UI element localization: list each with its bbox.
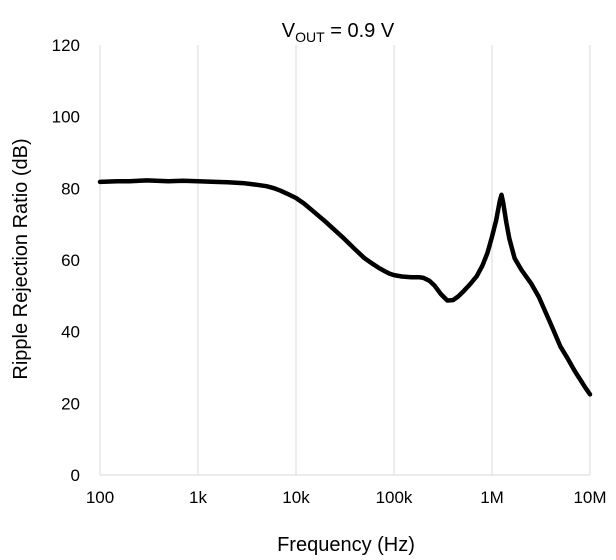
chart-title-rest: = 0.9 V — [325, 20, 395, 42]
x-tick-label: 1M — [480, 488, 504, 507]
plot-frame — [99, 45, 590, 476]
x-tick-label: 10k — [282, 488, 310, 507]
y-tick-label: 40 — [61, 323, 80, 342]
chart-title-subscript: OUT — [295, 29, 325, 45]
y-tick-label: 0 — [71, 466, 80, 485]
x-axis-title: Frequency (Hz) — [277, 534, 415, 556]
y-tick-label: 120 — [52, 36, 80, 55]
y-tick-label: 80 — [61, 179, 80, 198]
series-line — [97, 178, 593, 397]
series-group — [97, 178, 593, 397]
y-tick-label: 60 — [61, 251, 80, 270]
x-tick-label: 100 — [86, 488, 114, 507]
x-axis-tick-labels: 100 1k 10k 100k 1M 10M — [86, 488, 607, 507]
y-tick-label: 20 — [61, 394, 80, 413]
y-axis-tick-labels: 0 20 40 60 80 100 120 — [52, 36, 80, 485]
x-tick-label: 1k — [189, 488, 207, 507]
y-axis-title: Ripple Rejection Ratio (dB) — [10, 138, 32, 379]
y-tick-label: 100 — [52, 108, 80, 127]
chart-title-main: V — [282, 20, 296, 42]
chart-title: VOUT = 0.9 V — [282, 20, 395, 45]
grid-lines — [197, 45, 591, 475]
x-tick-label: 100k — [376, 488, 413, 507]
x-tick-label: 10M — [573, 488, 606, 507]
